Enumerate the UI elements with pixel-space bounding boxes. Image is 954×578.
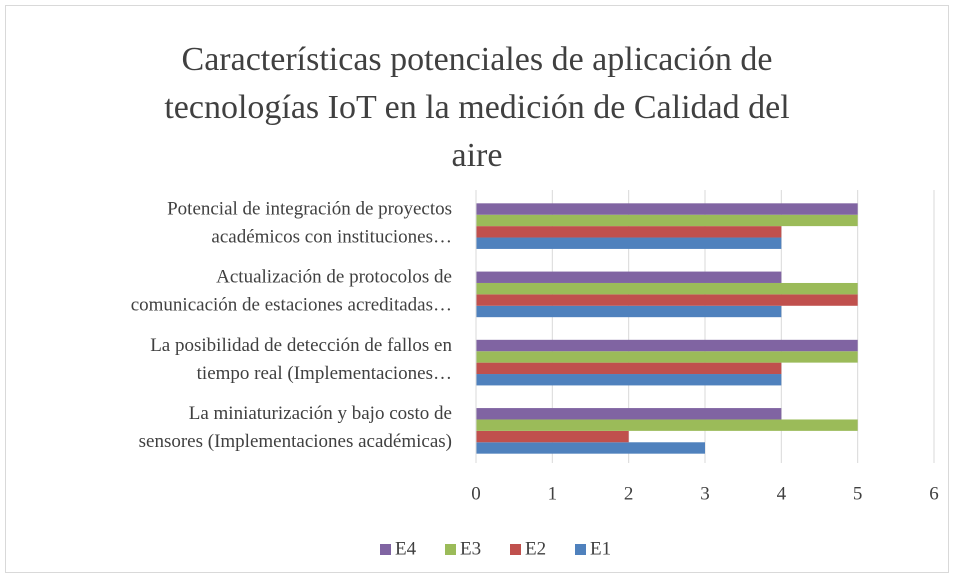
bar [476, 214, 858, 227]
y-tick-label: Potencial de integración de proyectos [167, 198, 452, 219]
bar [476, 203, 858, 215]
legend-swatch [575, 544, 586, 555]
legend-label: E1 [590, 538, 611, 559]
legend-label: E3 [460, 538, 481, 559]
chart-title: Características potenciales de aplicació… [182, 41, 773, 78]
x-tick-label: 1 [548, 483, 558, 504]
bar [476, 442, 705, 454]
y-tick-label: académicos con instituciones… [211, 226, 452, 247]
bar [476, 374, 782, 386]
bar [476, 237, 782, 249]
chart-title: tecnologías IoT en la medición de Calida… [164, 89, 789, 126]
bar [476, 419, 858, 431]
x-tick-label: 3 [700, 483, 710, 504]
legend-swatch [510, 544, 521, 555]
bar [476, 305, 782, 318]
y-tick-label: La miniaturización y bajo costo de [189, 403, 452, 424]
legend-swatch [380, 544, 391, 555]
legend-swatch [445, 544, 456, 555]
legend-label: E4 [395, 538, 417, 559]
bar [476, 351, 858, 363]
y-tick-label: tiempo real (Implementaciones… [197, 363, 452, 384]
bar [476, 294, 858, 306]
bar [476, 226, 782, 238]
x-tick-label: 4 [777, 483, 787, 504]
x-tick-label: 5 [853, 483, 863, 504]
bar [476, 408, 782, 420]
y-tick-label: La posibilidad de detección de fallos en [150, 335, 452, 356]
y-tick-label: comunicación de estaciones acreditadas… [131, 295, 452, 316]
legend-label: E2 [525, 538, 546, 559]
bar [476, 282, 858, 295]
bar [476, 339, 858, 352]
bar [476, 271, 782, 283]
x-tick-label: 6 [929, 483, 939, 504]
x-tick-label: 0 [471, 483, 481, 504]
bar [476, 430, 629, 443]
y-tick-label: Actualización de protocolos de [216, 267, 452, 288]
chart-title: aire [452, 137, 503, 174]
y-tick-label: sensores (Implementaciones académicas) [139, 431, 452, 452]
x-tick-label: 2 [624, 483, 634, 504]
bar [476, 362, 782, 375]
